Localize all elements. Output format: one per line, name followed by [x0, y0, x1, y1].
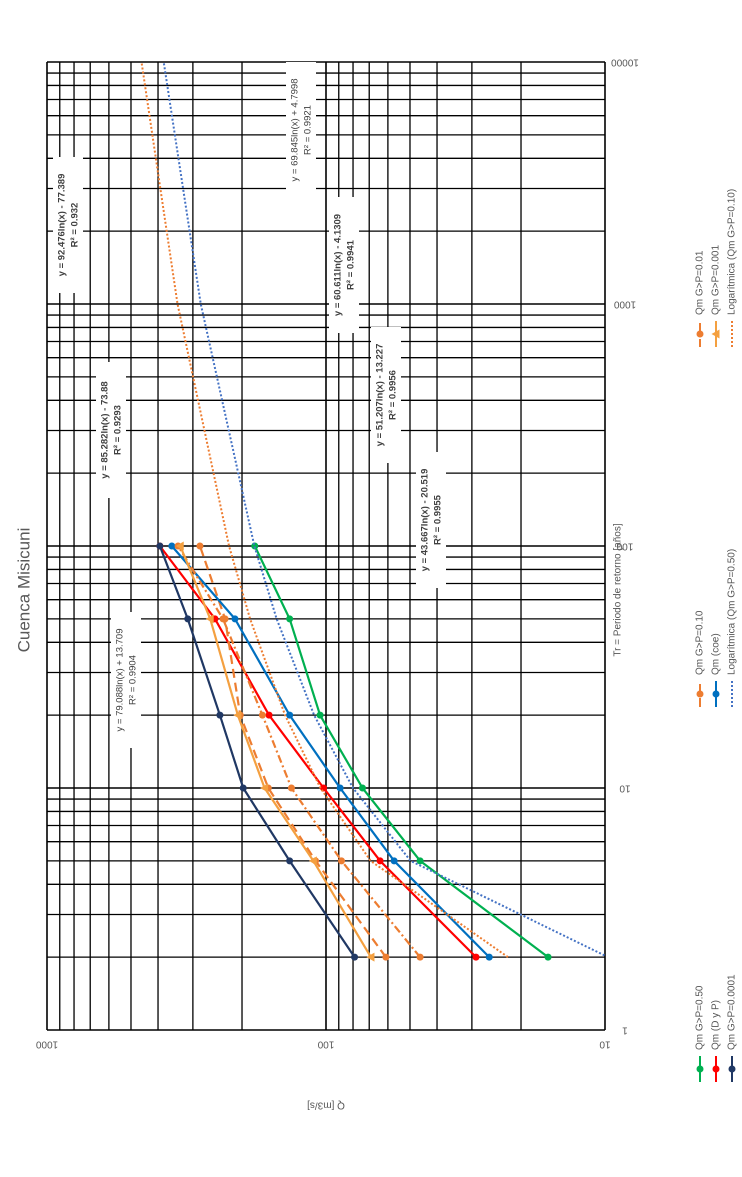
annotation-box: [286, 62, 316, 198]
annotation-box: [53, 157, 83, 293]
point: [390, 857, 398, 865]
x-tick-label: 10000: [611, 56, 639, 67]
y-tick-label: 100: [317, 1038, 334, 1049]
legend-label: Qm G>P=0.01: [695, 250, 706, 315]
x-axis-label: Tr = Periodo de retorno [años]: [613, 523, 624, 657]
point: [156, 542, 164, 550]
point: [351, 953, 359, 961]
annotation-r2: R² = 0.932: [70, 203, 81, 248]
point: [239, 784, 247, 792]
annotation-equation: y = 79.088ln(x) + 13.709: [115, 629, 126, 732]
point: [308, 856, 317, 866]
rotated-chart: Cuenca Misicuni Tr = Periodo de retorno …: [14, 56, 737, 1110]
point: [376, 857, 384, 865]
annotation-equation: y = 92.476ln(x) - 77.389: [57, 174, 68, 277]
point: [286, 615, 294, 623]
legend-label: Qm G>P=0.0001: [727, 974, 738, 1050]
annotation-r2: R² = 0.9955: [433, 494, 444, 545]
point: [175, 541, 184, 551]
point: [233, 710, 242, 720]
legend-marker: [711, 329, 720, 339]
point: [260, 783, 269, 793]
legend-marker: [696, 330, 704, 338]
annotation-equation: y = 69.845ln(x) + 4.7998: [290, 79, 301, 182]
point: [168, 542, 176, 550]
x-tick-label: 10: [619, 782, 631, 793]
annotation-box: [371, 327, 401, 463]
point: [286, 711, 294, 719]
legend-label: Qm G>P=0.50: [695, 985, 706, 1050]
point: [258, 711, 266, 719]
point: [205, 614, 214, 624]
chart-title: Cuenca Misicuni: [14, 528, 33, 653]
point: [358, 784, 366, 792]
point: [337, 857, 345, 865]
y-axis-label: Q [m3/s]: [307, 1099, 345, 1110]
point: [196, 542, 204, 550]
point: [416, 857, 424, 865]
point: [265, 711, 273, 719]
point: [382, 953, 390, 961]
annotations: y = 79.088ln(x) + 13.709 R² = 0.9904 y = 8…: [53, 62, 446, 748]
point: [184, 615, 192, 623]
point: [416, 953, 424, 961]
annotation-equation: y = 51.207ln(x) - 13.227: [375, 344, 386, 447]
annotation-r2: R² = 0.9904: [128, 655, 139, 705]
point: [287, 784, 295, 792]
point: [544, 953, 552, 961]
series-line: [140, 62, 509, 958]
series-line: [198, 545, 387, 958]
point: [231, 615, 239, 623]
point: [216, 711, 224, 719]
legend-label: Logarítmica (Qm G>P=0.10): [727, 189, 738, 315]
plot-area: [140, 62, 605, 962]
series-line: [162, 62, 605, 959]
legend-marker: [712, 1065, 720, 1073]
point: [336, 784, 344, 792]
annotation-equation: y = 43.667ln(x) - 20.519: [420, 469, 431, 572]
legend-label: Qm G>P=0.001: [711, 245, 722, 315]
point: [485, 953, 493, 961]
annotation-equation: y = 60.611ln(x) - 4.1309: [333, 214, 344, 316]
annotation-r2: R² = 0.9921: [303, 105, 314, 155]
point: [286, 857, 294, 865]
annotation-box: [416, 452, 446, 588]
legend-marker: [712, 690, 720, 698]
annotation-r2: R² = 0.9941: [346, 239, 357, 290]
series-line: [170, 545, 491, 958]
annotation-r2: R² = 0.9956: [388, 370, 399, 420]
y-tick-label: 10: [599, 1038, 611, 1049]
point: [316, 711, 324, 719]
point: [219, 615, 227, 623]
series-line: [158, 545, 356, 958]
legend-label: Qm G>P=0.10: [695, 610, 706, 675]
y-tick-label: 1000: [35, 1038, 58, 1049]
legend-marker: [728, 1065, 736, 1073]
annotation-box: [111, 612, 141, 748]
legend-marker: [696, 690, 704, 698]
annotation-r2: R² = 0.9293: [113, 405, 124, 455]
legend: Qm G>P=0.50 Qm (D y P) Qm G>P=0.0001 Qm G>P…: [695, 189, 738, 1082]
x-tick-label: 1: [622, 1024, 628, 1035]
annotation-box: [96, 362, 126, 498]
legend-label: Qm (coe): [711, 633, 722, 675]
series-line: [177, 545, 421, 958]
legend-label: Logarítmica (Qm G>P=0.50): [727, 549, 738, 675]
point: [472, 953, 480, 961]
legend-label: Qm (D y P): [711, 1000, 722, 1050]
x-tick-label: 1000: [613, 298, 636, 309]
series-line: [179, 545, 372, 958]
x-tick-label: 100: [616, 540, 633, 551]
legend-marker: [696, 1065, 704, 1073]
annotation-box: [329, 197, 359, 333]
point: [366, 952, 375, 962]
annotation-equation: y = 85.282ln(x) - 73.88: [100, 381, 111, 478]
